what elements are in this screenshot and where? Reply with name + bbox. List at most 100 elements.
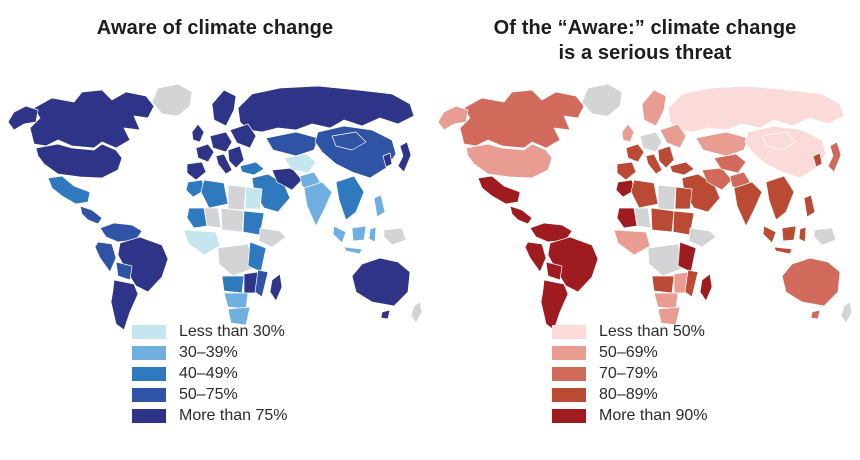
world-map-svg — [437, 83, 853, 331]
region-philippines — [373, 194, 386, 218]
region-france — [195, 143, 215, 163]
region-australia — [781, 257, 841, 307]
region-mali — [633, 207, 652, 229]
legend-label: More than 75% — [179, 406, 288, 424]
legend-label: 70–79% — [599, 364, 658, 382]
panel-awareness-map: Aware of climate change Less than 30% 30–… — [0, 16, 430, 424]
region-philippines — [803, 194, 816, 218]
legend-label: 30–39% — [179, 343, 238, 361]
region-scandinavia — [211, 89, 237, 127]
region-argentina-chile — [110, 279, 139, 331]
legend-swatch — [132, 366, 166, 381]
region-se-asia — [335, 175, 365, 221]
region-new-guinea — [383, 227, 407, 246]
region-indonesia-sulawesi — [798, 226, 807, 243]
region-tasmania — [380, 309, 391, 320]
region-algeria — [200, 179, 229, 209]
region-greenland — [581, 83, 623, 117]
region-uk — [191, 123, 205, 143]
region-india — [733, 181, 763, 227]
region-angola — [221, 275, 245, 294]
region-peru-ecuador — [94, 241, 117, 273]
legend-label: 50–69% — [599, 343, 658, 361]
region-mongolia — [761, 131, 797, 151]
region-colombia-venezuela — [99, 222, 143, 243]
region-indonesia-java — [773, 246, 793, 255]
region-mongolia — [331, 131, 367, 151]
legend-swatch — [132, 387, 166, 402]
awareness-map-title: Aware of climate change — [0, 16, 430, 41]
region-scandinavia — [641, 89, 667, 127]
region-west-africa — [613, 229, 651, 256]
region-turkey — [669, 161, 695, 176]
legend-swatch — [552, 387, 586, 402]
region-se-asia — [765, 175, 795, 221]
region-korea — [382, 152, 393, 168]
legend-label: Less than 50% — [599, 322, 705, 340]
region-japan — [397, 141, 412, 173]
region-new-zealand — [410, 301, 423, 324]
world-map-svg — [7, 83, 423, 331]
region-balkans — [227, 145, 245, 169]
region-niger-chad — [650, 207, 675, 233]
region-algeria — [630, 179, 659, 209]
region-russia — [667, 85, 845, 133]
region-central-america — [79, 205, 103, 225]
region-peru-ecuador — [524, 241, 547, 273]
legend-row: Less than 30% — [132, 322, 288, 340]
region-uk — [621, 123, 635, 143]
region-mali — [203, 207, 222, 229]
awareness-map-legend: Less than 30% 30–39% 40–49% 50–75% More than… — [132, 322, 288, 424]
region-madagascar — [269, 273, 283, 302]
legend-label: Less than 30% — [179, 322, 285, 340]
region-tasmania — [810, 309, 821, 320]
legend-label: 80–89% — [599, 385, 658, 403]
legend-row: More than 75% — [132, 406, 288, 424]
legend-swatch — [552, 345, 586, 360]
region-mexico — [477, 175, 521, 205]
region-central-europe — [639, 131, 663, 153]
legend-row: More than 90% — [552, 406, 708, 424]
region-madagascar — [699, 273, 713, 302]
region-australia — [351, 257, 411, 307]
region-indonesia-sumatra — [332, 225, 347, 244]
legend-swatch — [552, 366, 586, 381]
legend-label: 50–75% — [179, 385, 238, 403]
region-central-america — [509, 205, 533, 225]
threat-map-title: Of the “Aware:” climate change is a seri… — [430, 16, 860, 66]
region-indonesia-sulawesi — [368, 226, 377, 243]
threat-map-title-line1: Of the “Aware:” climate change — [493, 17, 797, 39]
legend-swatch — [552, 324, 586, 339]
legend-row: 30–39% — [132, 343, 288, 361]
region-usa — [35, 143, 123, 179]
region-central-europe — [209, 131, 233, 153]
region-bolivia — [545, 261, 563, 281]
region-japan — [827, 141, 842, 173]
region-kazakhstan — [265, 131, 319, 157]
region-namibia-botswana — [223, 292, 249, 310]
region-canada — [459, 89, 585, 149]
region-italy — [645, 153, 663, 175]
region-turkey — [239, 161, 265, 176]
region-alaska — [437, 105, 469, 131]
legend-label: More than 90% — [599, 406, 708, 424]
legend-row: 50–69% — [552, 343, 708, 361]
region-brazil — [547, 236, 599, 293]
region-ethiopia — [258, 227, 287, 248]
region-egypt — [244, 186, 263, 210]
threat-map-title-line2: is a serious threat — [558, 42, 732, 64]
legend-row: 80–89% — [552, 385, 708, 403]
region-iberia — [186, 161, 207, 181]
region-balkans — [657, 145, 675, 169]
legend-row: 70–79% — [552, 364, 708, 382]
region-morocco — [615, 179, 636, 198]
region-iran — [271, 167, 303, 191]
region-libya — [657, 184, 677, 211]
region-mozambique — [254, 269, 269, 298]
region-mauritania — [616, 207, 638, 229]
legend-swatch — [552, 408, 586, 423]
region-colombia-venezuela — [529, 222, 573, 243]
region-central-asia — [283, 153, 317, 174]
region-morocco — [185, 179, 206, 198]
region-indonesia-borneo — [351, 225, 367, 242]
